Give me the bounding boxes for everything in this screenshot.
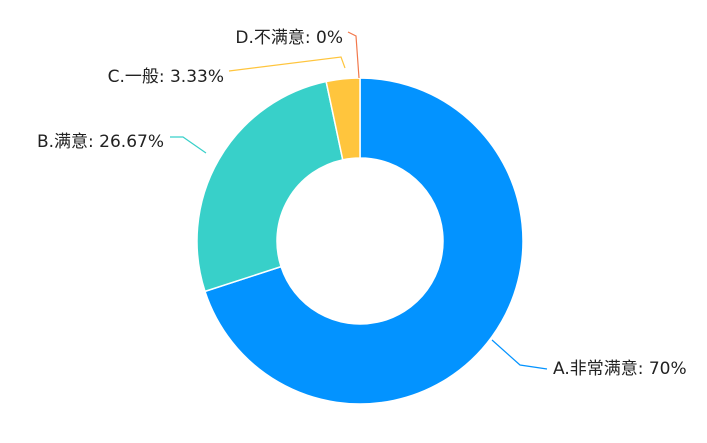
slice-label-d: D.不满意: 0% [235,28,343,48]
slices-layer [196,77,524,405]
labels-layer: A.非常满意: 70% B.满意: 26.67% C.一般: 3.33% D.不满意:… [37,28,687,379]
slice-b[interactable] [196,80,344,293]
leader-line-d [347,31,360,79]
slice-label-c: C.一般: 3.33% [108,67,224,87]
slice-a[interactable] [204,77,524,405]
leader-lines-layer [170,31,548,370]
slice-label-b: B.满意: 26.67% [37,132,164,152]
leader-line-b [170,136,207,154]
slice-label-a: A.非常满意: 70% [553,359,687,379]
slice-c[interactable] [325,77,361,161]
leader-line-a [491,339,548,370]
leader-line-c [228,56,346,72]
